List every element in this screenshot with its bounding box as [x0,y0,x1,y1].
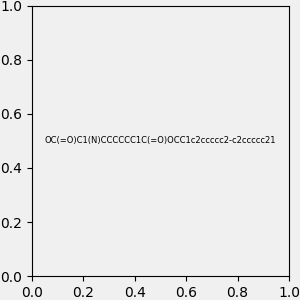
Text: OC(=O)C1(N)CCCCCC1C(=O)OCC1c2ccccc2-c2ccccc21: OC(=O)C1(N)CCCCCC1C(=O)OCC1c2ccccc2-c2cc… [45,136,276,146]
